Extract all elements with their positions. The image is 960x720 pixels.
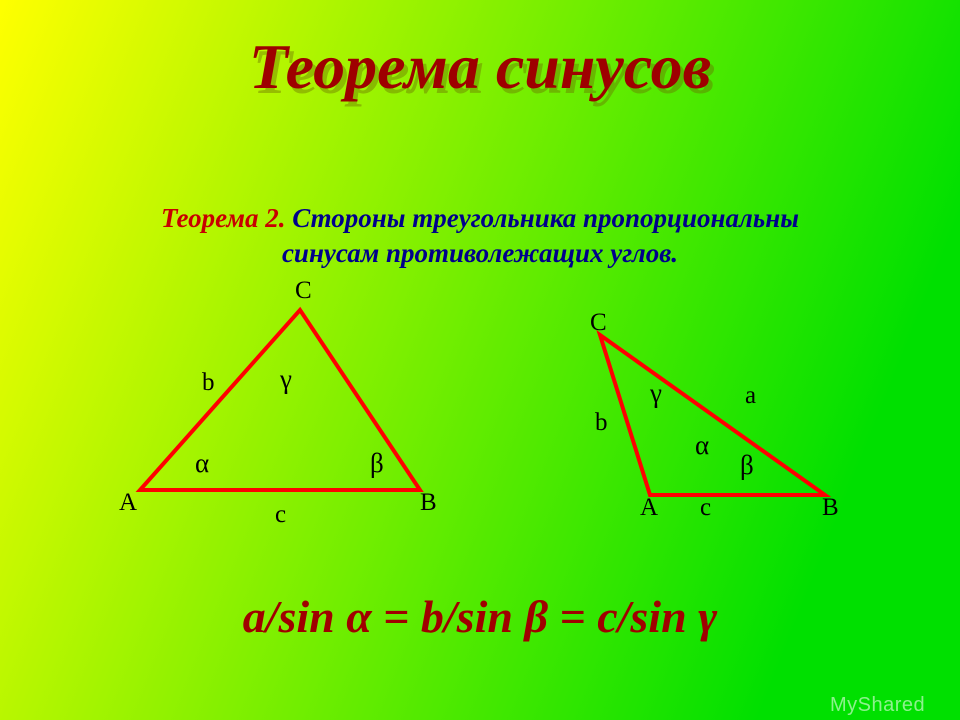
triangle-1-label-c: c — [275, 502, 286, 527]
triangle-1-label-b: b — [202, 370, 215, 395]
triangle-1-label-gamma: γ — [280, 366, 292, 393]
page-title: Теорема синусов Теорема синусов — [0, 30, 960, 104]
triangle-1-label-A: A — [119, 490, 137, 515]
triangle-2-label-gamma: γ — [650, 380, 662, 407]
theorem-line-2: синусам противолежащих углов. — [0, 238, 960, 269]
watermark: MyShared — [830, 694, 925, 717]
theorem-text-1: Стороны треугольника пропорциональны — [292, 203, 799, 233]
triangle-2-label-C: C — [590, 310, 607, 335]
theorem-line-1: Теорема 2. Стороны треугольника пропорци… — [0, 203, 960, 234]
title-text: Теорема синусов — [249, 31, 711, 102]
triangle-2-label-c: c — [700, 495, 711, 520]
formula: a/sin α = b/sin β = c/sin γ — [0, 590, 960, 643]
triangle-1-label-C: C — [295, 278, 312, 303]
triangle-2-label-b: b — [595, 410, 608, 435]
watermark-text: MyShared — [830, 694, 925, 716]
triangle-2-label-alpha: α — [695, 432, 709, 459]
theorem-lead: Теорема 2. — [161, 203, 285, 233]
triangle-1-label-B: B — [420, 490, 437, 515]
triangle-1-label-alpha: α — [195, 450, 209, 477]
triangle-2-label-beta: β — [740, 452, 754, 479]
theorem-text-2: синусам противолежащих углов. — [282, 238, 678, 268]
triangle-1 — [120, 290, 440, 520]
triangle-2-label-A: A — [640, 495, 658, 520]
formula-text: a/sin α = b/sin β = c/sin γ — [243, 591, 718, 642]
triangle-1-label-beta: β — [370, 450, 384, 477]
triangle-2-label-a: a — [745, 383, 756, 408]
triangle-2-label-B: B — [822, 495, 839, 520]
